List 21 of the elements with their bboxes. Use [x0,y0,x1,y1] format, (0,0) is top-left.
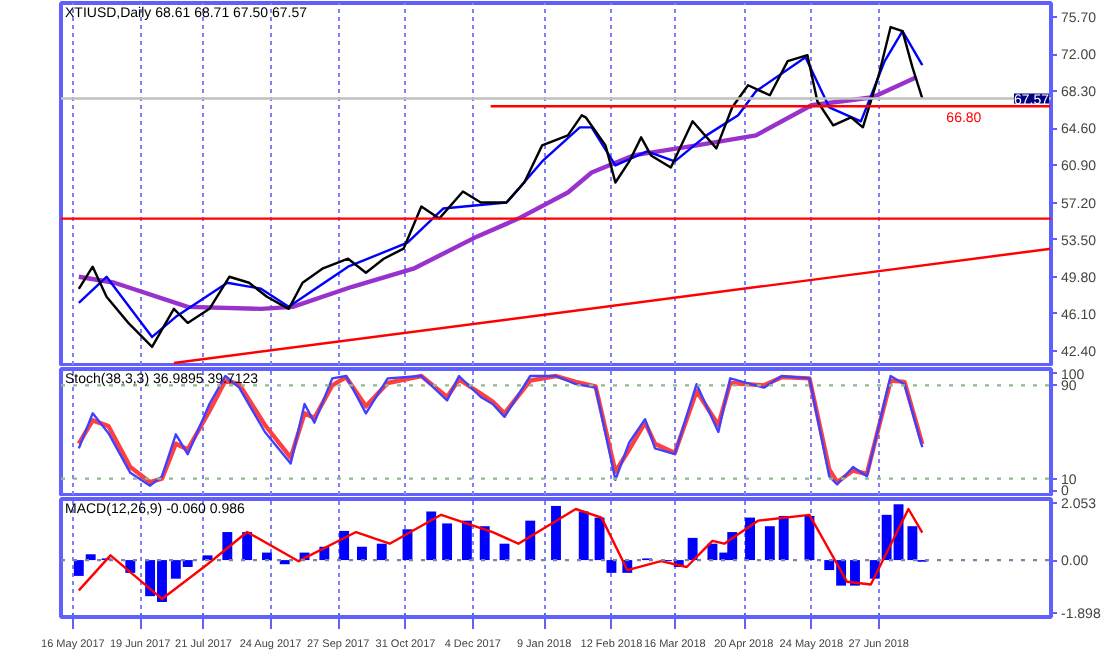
line-series [76,75,919,312]
bar [85,554,96,561]
bar [426,511,437,561]
bar [764,526,775,561]
bar [376,543,387,561]
bar [578,511,589,561]
bar [745,517,755,561]
bar [687,537,698,561]
bar [442,523,453,561]
bar [339,530,350,561]
bar [606,560,617,573]
bar [461,520,472,561]
bar [73,560,84,576]
bar [594,517,605,561]
bar [778,515,789,561]
bar [907,526,918,561]
bar [525,520,536,561]
bar [804,515,815,561]
bar [479,526,490,561]
bar [357,546,367,561]
bar [551,505,561,561]
